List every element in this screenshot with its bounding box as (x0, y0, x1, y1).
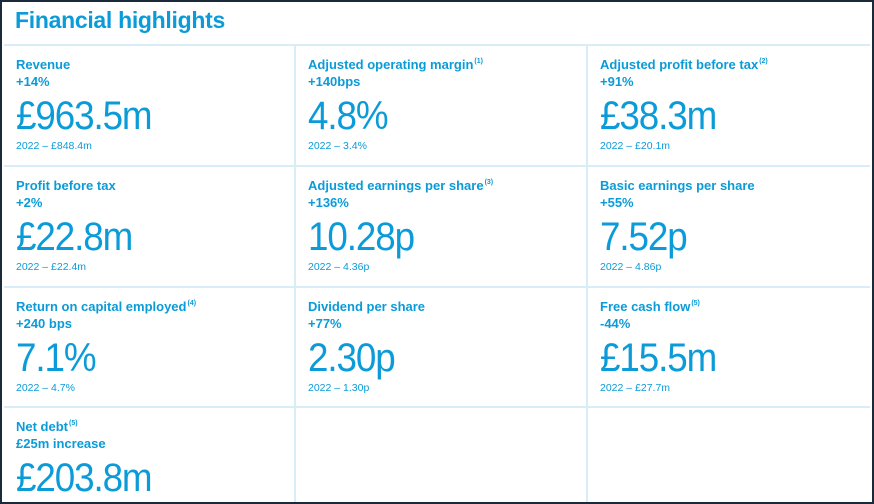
metric-card-roce: Return on capital employed(4) +240 bps 7… (4, 288, 296, 408)
metric-label: Free cash flow(5) (600, 299, 700, 314)
metric-prior-year: 2022 – £22.4m (16, 261, 87, 273)
footnote-marker: (5) (691, 300, 700, 307)
empty-cell (588, 408, 870, 502)
footnote-marker: (4) (187, 300, 197, 307)
metric-value: 7.1% (16, 336, 97, 380)
metric-label: Adjusted earnings per share(3) (308, 178, 494, 193)
metric-prior-year: 2022 – 4.86p (600, 261, 662, 273)
metric-card-free-cash-flow: Free cash flow(5) -44% £15.5m 2022 – £27… (588, 288, 870, 408)
metric-label: Adjusted profit before tax(2) (600, 57, 768, 72)
metric-change: +240 bps (16, 316, 73, 331)
metric-change: +91% (600, 74, 634, 89)
metric-prior-year: 2022 – £20.1m (600, 140, 671, 152)
footnote-marker: (5) (69, 420, 78, 427)
metrics-grid: Revenue +14% £963.5m 2022 – £848.4m Adju… (4, 44, 870, 502)
metric-change: £25m increase (16, 436, 106, 451)
metric-card-adjusted-operating-margin: Adjusted operating margin(1) +140bps 4.8… (296, 46, 588, 167)
metric-value: 4.8% (308, 94, 389, 138)
metric-label: Basic earnings per share (600, 178, 755, 193)
page-title: Financial highlights (15, 7, 225, 33)
metric-value: £15.5m (600, 336, 717, 380)
metric-prior-year: 2022 – 1.30p (308, 382, 370, 394)
metric-change: +2% (16, 195, 43, 210)
metric-value: £22.8m (16, 215, 133, 259)
metric-label: Profit before tax (16, 178, 116, 193)
metric-label: Adjusted operating margin(1) (308, 57, 483, 72)
metric-card-net-debt: Net debt(5) £25m increase £203.8m (4, 408, 296, 502)
metric-card-basic-eps: Basic earnings per share +55% 7.52p 2022… (588, 167, 870, 288)
footnote-marker: (2) (759, 58, 768, 65)
metric-prior-year: 2022 – 3.4% (308, 140, 367, 152)
metric-label: Net debt(5) (16, 419, 78, 434)
metric-prior-year: 2022 – £848.4m (16, 140, 92, 152)
metric-change: +77% (308, 316, 342, 331)
metric-change: +136% (308, 195, 349, 210)
metric-value: 7.52p (600, 215, 688, 259)
metric-change: +14% (16, 74, 50, 89)
metric-label: Revenue (16, 57, 71, 72)
metric-change: +55% (600, 195, 634, 210)
metric-value: 2.30p (308, 336, 396, 380)
metric-prior-year: 2022 – 4.36p (308, 261, 370, 273)
metric-value: £963.5m (16, 94, 153, 138)
metric-label: Dividend per share (308, 299, 426, 314)
metric-label: Return on capital employed(4) (16, 299, 197, 314)
footnote-marker: (1) (474, 58, 483, 65)
metric-prior-year: 2022 – £27.7m (600, 382, 671, 394)
empty-cell (296, 408, 588, 502)
metric-prior-year: 2022 – 4.7% (16, 382, 75, 394)
metric-card-dividend-per-share: Dividend per share +77% 2.30p 2022 – 1.3… (296, 288, 588, 408)
metric-card-profit-before-tax: Profit before tax +2% £22.8m 2022 – £22.… (4, 167, 296, 288)
metric-change: +140bps (308, 74, 361, 89)
metric-value: £38.3m (600, 94, 717, 138)
metric-card-adjusted-profit-before-tax: Adjusted profit before tax(2) +91% £38.3… (588, 46, 870, 167)
metric-change: -44% (600, 316, 631, 331)
footnote-marker: (3) (484, 179, 494, 186)
metric-value: 10.28p (308, 215, 415, 259)
metric-card-revenue: Revenue +14% £963.5m 2022 – £848.4m (4, 46, 296, 167)
metric-value: £203.8m (16, 456, 153, 500)
metric-card-adjusted-eps: Adjusted earnings per share(3) +136% 10.… (296, 167, 588, 288)
